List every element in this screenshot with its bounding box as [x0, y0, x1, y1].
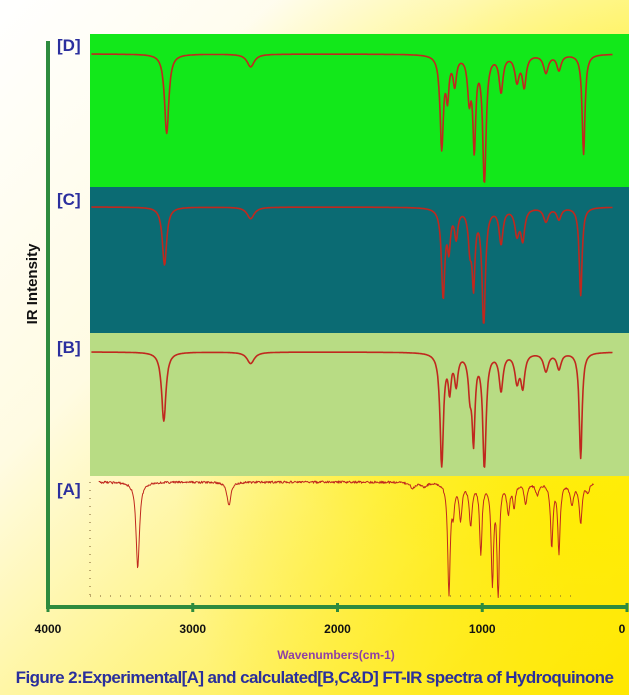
spectrum-line-d — [91, 53, 613, 183]
panel-label-c: [C] — [57, 190, 81, 209]
panel-label-d: [D] — [57, 36, 81, 55]
panel-label-b: [B] — [57, 338, 81, 357]
spectrum-line-b — [91, 351, 613, 468]
figure-caption: Figure 2:Experimental[A] and calculated[… — [15, 668, 614, 687]
y-axis-title: IR Intensity — [24, 243, 41, 325]
panel-c-background — [90, 187, 629, 333]
x-tick-label-3000: 3000 — [179, 622, 206, 636]
spectrum-line-a — [98, 480, 594, 598]
x-tick-label-2000: 2000 — [324, 622, 351, 636]
spectra-layer — [91, 53, 613, 598]
x-tick-label-0: 0 — [619, 622, 626, 636]
x-ticks-layer: 4000 3000 2000 1000 0 — [35, 603, 629, 636]
x-tick-label-4000: 4000 — [35, 622, 62, 636]
spectrum-line-c — [91, 206, 613, 324]
panel-label-a: [A] — [57, 480, 81, 499]
x-axis-title: Wavenumbers(cm-1) — [277, 648, 395, 662]
panel-d-background — [90, 34, 629, 187]
panel-b-background — [90, 333, 629, 476]
x-tick-label-1000: 1000 — [469, 622, 496, 636]
